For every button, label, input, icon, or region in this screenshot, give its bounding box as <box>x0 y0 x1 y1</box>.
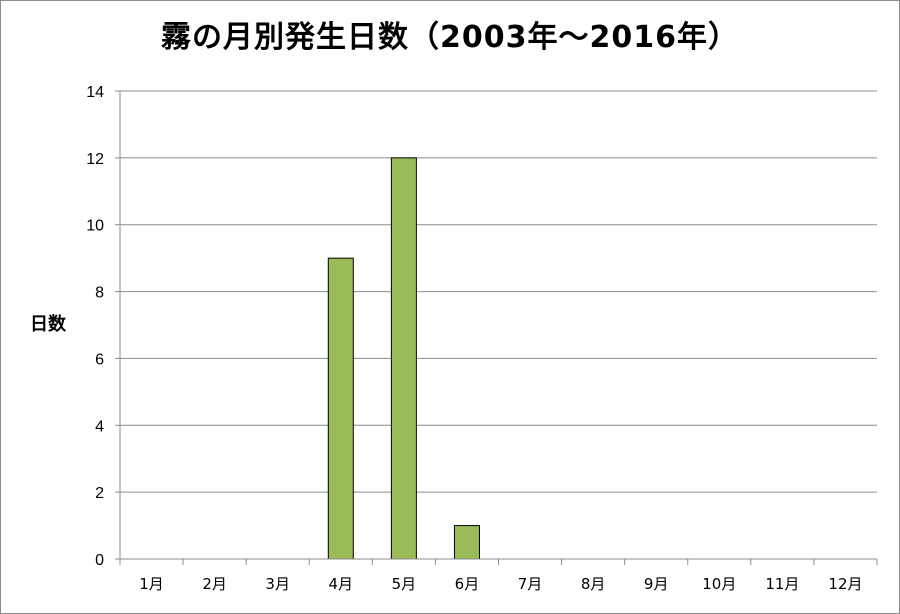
bar-5 <box>390 157 417 560</box>
gridlines <box>120 90 877 493</box>
x-tick-label: 7月 <box>518 575 543 593</box>
x-tick-label: 9月 <box>644 575 669 593</box>
x-tick-labels: 1月 2月 3月 4月 5月 6月 7月 8月 9月 10月 11月 12月 <box>139 575 862 593</box>
x-tick-label: 10月 <box>702 575 736 593</box>
y-tick-label: 14 <box>86 84 104 101</box>
y-tick-label: 8 <box>95 285 104 302</box>
chart-title: 霧の月別発生日数（2003年～2016年） <box>161 20 739 55</box>
x-tick-label: 8月 <box>581 575 606 593</box>
x-tick-label: 3月 <box>265 575 290 593</box>
bar-4 <box>327 257 354 560</box>
x-tick-label: 1月 <box>139 575 164 593</box>
x-tick-label: 6月 <box>455 575 480 593</box>
bar-6 <box>453 525 480 560</box>
y-tick-labels: 0 2 4 6 8 10 12 14 <box>86 84 104 569</box>
x-tick-label: 11月 <box>765 575 799 593</box>
axes <box>115 90 878 565</box>
y-axis-label: 日数 <box>30 314 66 335</box>
y-tick-label: 6 <box>95 351 104 368</box>
y-tick-label: 2 <box>95 485 104 502</box>
x-tick-label: 4月 <box>329 575 354 593</box>
x-tick-label: 2月 <box>202 575 227 593</box>
y-tick-label: 0 <box>95 552 104 569</box>
y-tick-label: 12 <box>86 151 104 168</box>
y-tick-label: 10 <box>86 218 104 235</box>
x-tick-label: 12月 <box>828 575 862 593</box>
x-tick-label: 5月 <box>392 575 417 593</box>
y-tick-label: 4 <box>95 418 104 435</box>
